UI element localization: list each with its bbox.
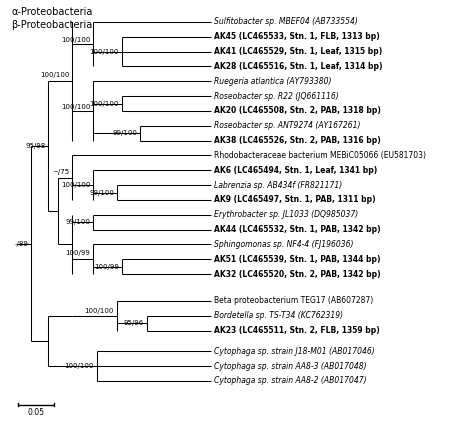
Text: 100/100: 100/100 <box>65 363 94 369</box>
Text: Labrenzia sp. AB434f (FR821171): Labrenzia sp. AB434f (FR821171) <box>214 181 342 189</box>
Text: 99/100: 99/100 <box>112 130 137 136</box>
Text: AK23 (LC465511, Stn. 2, FLB, 1359 bp): AK23 (LC465511, Stn. 2, FLB, 1359 bp) <box>214 326 380 335</box>
Text: AK6 (LC465494, Stn. 1, Leaf, 1341 bp): AK6 (LC465494, Stn. 1, Leaf, 1341 bp) <box>214 166 377 175</box>
Text: 100/100: 100/100 <box>40 72 69 78</box>
Text: 100/100: 100/100 <box>61 37 91 43</box>
Text: 99/100: 99/100 <box>89 189 114 195</box>
Text: Cytophaga sp. strain AA8-3 (AB017048): Cytophaga sp. strain AA8-3 (AB017048) <box>214 362 366 371</box>
Text: ~/75: ~/75 <box>52 169 69 175</box>
Text: AK45 (LC465533, Stn. 1, FLB, 1313 bp): AK45 (LC465533, Stn. 1, FLB, 1313 bp) <box>214 32 380 41</box>
Text: AK51 (LC465539, Stn. 1, PAB, 1344 bp): AK51 (LC465539, Stn. 1, PAB, 1344 bp) <box>214 255 381 264</box>
Text: -/89: -/89 <box>15 241 28 246</box>
Text: 100/99: 100/99 <box>65 250 91 257</box>
Text: AK38 (LC465526, Stn. 2, PAB, 1316 bp): AK38 (LC465526, Stn. 2, PAB, 1316 bp) <box>214 136 381 145</box>
Text: Roseobacter sp. ANT9274 (AY167261): Roseobacter sp. ANT9274 (AY167261) <box>214 121 360 130</box>
Text: Ruegeria atlantica (AY793380): Ruegeria atlantica (AY793380) <box>214 77 331 86</box>
Text: Rhodobacteraceae bacterium MEBiC05066 (EU581703): Rhodobacteraceae bacterium MEBiC05066 (E… <box>214 151 426 160</box>
Text: 100/100: 100/100 <box>90 49 119 54</box>
Text: AK44 (LC465532, Stn. 1, PAB, 1342 bp): AK44 (LC465532, Stn. 1, PAB, 1342 bp) <box>214 225 381 234</box>
Text: Cytophaga sp. strain J18-M01 (AB017046): Cytophaga sp. strain J18-M01 (AB017046) <box>214 347 375 356</box>
Text: AK32 (LC465520, Stn. 2, PAB, 1342 bp): AK32 (LC465520, Stn. 2, PAB, 1342 bp) <box>214 270 381 279</box>
Text: 100/100: 100/100 <box>61 182 91 188</box>
Text: 100/100: 100/100 <box>85 308 114 314</box>
Text: 0.05: 0.05 <box>28 408 45 417</box>
Text: AK28 (LC465516, Stn. 1, Leaf, 1314 bp): AK28 (LC465516, Stn. 1, Leaf, 1314 bp) <box>214 62 383 71</box>
Text: AK41 (LC465529, Stn. 1, Leaf, 1315 bp): AK41 (LC465529, Stn. 1, Leaf, 1315 bp) <box>214 47 382 56</box>
Text: AK20 (LC465508, Stn. 2, PAB, 1318 bp): AK20 (LC465508, Stn. 2, PAB, 1318 bp) <box>214 106 381 116</box>
Text: 95/96: 95/96 <box>124 320 144 326</box>
Text: 99/100: 99/100 <box>65 219 91 225</box>
Text: Roseobacter sp. R22 (JQ661116): Roseobacter sp. R22 (JQ661116) <box>214 92 339 100</box>
Text: 100/100: 100/100 <box>90 100 119 106</box>
Text: Cytophaga sp. strain AA8-2 (AB017047): Cytophaga sp. strain AA8-2 (AB017047) <box>214 376 366 385</box>
Text: α-Proteobacteria: α-Proteobacteria <box>11 7 93 17</box>
Text: 100/100: 100/100 <box>61 103 91 110</box>
Text: 100/99: 100/99 <box>94 264 119 270</box>
Text: 95/98: 95/98 <box>25 143 46 149</box>
Text: Beta proteobacterium TEG17 (AB607287): Beta proteobacterium TEG17 (AB607287) <box>214 296 373 306</box>
Text: AK9 (LC465497, Stn. 1, PAB, 1311 bp): AK9 (LC465497, Stn. 1, PAB, 1311 bp) <box>214 195 375 205</box>
Text: Sphingomonas sp. NF4-4 (FJ196036): Sphingomonas sp. NF4-4 (FJ196036) <box>214 240 354 249</box>
Text: β-Proteobacteria: β-Proteobacteria <box>11 21 92 30</box>
Text: Erythrobacter sp. JL1033 (DQ985037): Erythrobacter sp. JL1033 (DQ985037) <box>214 210 358 219</box>
Text: Bordetella sp. TS-T34 (KC762319): Bordetella sp. TS-T34 (KC762319) <box>214 311 343 320</box>
Text: Sulfitobacter sp. MBEF04 (AB733554): Sulfitobacter sp. MBEF04 (AB733554) <box>214 17 358 27</box>
